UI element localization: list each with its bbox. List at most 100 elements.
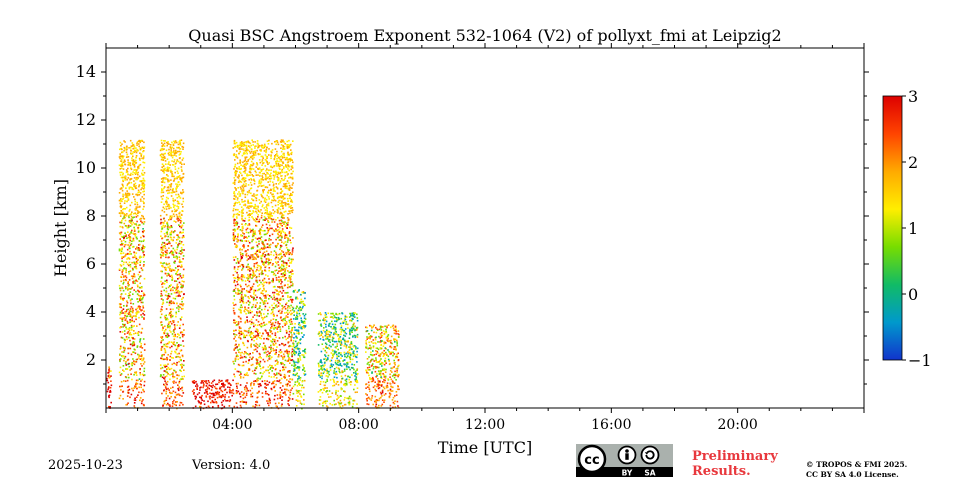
heatmap-cell [285,166,288,168]
heatmap-cell [142,208,144,210]
heatmap-cell [266,191,269,194]
heatmap-cell [280,202,283,205]
heatmap-cell [163,358,165,361]
heatmap-cell [119,287,121,290]
heatmap-cell [281,361,283,364]
heatmap-cell [122,198,124,200]
heatmap-cell [182,276,185,278]
heatmap-cell [138,378,141,380]
heatmap-cell [244,180,247,182]
heatmap-cell [275,351,277,354]
heatmap-cell [119,148,121,151]
heatmap-cell [169,301,172,304]
heatmap-cell [119,313,121,316]
heatmap-cell [260,367,262,370]
heatmap-cell [136,258,138,261]
heatmap-cell [136,172,138,174]
heatmap-cell [161,286,164,288]
heatmap-cell [243,353,245,355]
heatmap-cell [172,151,175,154]
heatmap-cell [255,205,257,207]
heatmap-cell [120,336,123,339]
heatmap-cell [290,253,293,256]
heatmap-cell [246,321,249,323]
heatmap-cell [246,346,249,349]
heatmap-cell [124,214,126,216]
heatmap-cell [171,269,174,271]
heatmap-cell [234,163,237,166]
heatmap-cell [132,164,135,166]
heatmap-cell [132,275,134,278]
heatmap-cell [176,291,178,294]
heatmap-cell [233,194,236,197]
heatmap-cell [259,233,262,236]
heatmap-cell [272,273,275,276]
heatmap-cell [287,237,289,239]
heatmap-cell [108,366,110,368]
heatmap-cell [139,308,141,310]
heatmap-cell [127,167,129,170]
heatmap-cell [125,187,127,190]
heatmap-cell [252,299,255,302]
heatmap-cell [263,247,265,250]
heatmap-cell [164,243,167,245]
heatmap-cell [172,189,174,191]
heatmap-cell [122,308,125,310]
heatmap-cell [168,247,170,249]
heatmap-cell [172,297,175,300]
heatmap-cell [259,202,261,204]
heatmap-cell [233,290,236,292]
heatmap-cell [172,301,175,303]
heatmap-cell [142,301,144,304]
heatmap-cell [272,184,275,187]
heatmap-cell [122,365,125,367]
heatmap-cell [162,327,164,329]
heatmap-cell [122,172,124,175]
heatmap-cell [166,356,168,359]
heatmap-cell [122,369,124,371]
heatmap-cell [271,304,273,307]
heatmap-cell [278,222,281,225]
heatmap-cell [259,153,261,155]
heatmap-cell [275,154,277,156]
heatmap-cell [133,228,136,231]
heatmap-cell [251,286,253,289]
heatmap-cell [126,403,128,406]
heatmap-cell [271,341,274,343]
heatmap-cell [295,361,297,364]
heatmap-cell [241,306,243,309]
heatmap-cell [164,330,166,332]
heatmap-cell [127,352,130,355]
heatmap-cell [275,251,277,254]
heatmap-cell [126,193,128,195]
heatmap-cell [240,278,243,280]
heatmap-cell [273,344,276,346]
heatmap-cell [127,295,130,297]
heatmap-cell [271,206,274,208]
heatmap-cell [280,216,283,219]
heatmap-cell [237,233,239,235]
heatmap-cell [178,252,181,255]
heatmap-cell [247,206,250,208]
heatmap-cell [129,162,132,164]
heatmap-cell [282,272,285,274]
heatmap-cell [245,390,248,392]
heatmap-cell [247,312,250,314]
heatmap-cell [120,206,122,209]
heatmap-cell [182,189,184,191]
heatmap-cell [285,246,288,249]
heatmap-cell [281,356,284,359]
heatmap-cell [263,289,265,291]
heatmap-cell [132,151,135,153]
heatmap-cell [288,345,290,348]
heatmap-cell [271,195,274,198]
heatmap-cell [119,238,121,240]
heatmap-cell [251,395,254,398]
heatmap-cell [135,193,137,196]
heatmap-cell [121,163,124,166]
heatmap-cell [234,368,237,370]
heatmap-cell [262,219,265,221]
heatmap-cell [221,383,223,385]
heatmap-cell [251,296,253,298]
heatmap-cell [161,354,163,357]
